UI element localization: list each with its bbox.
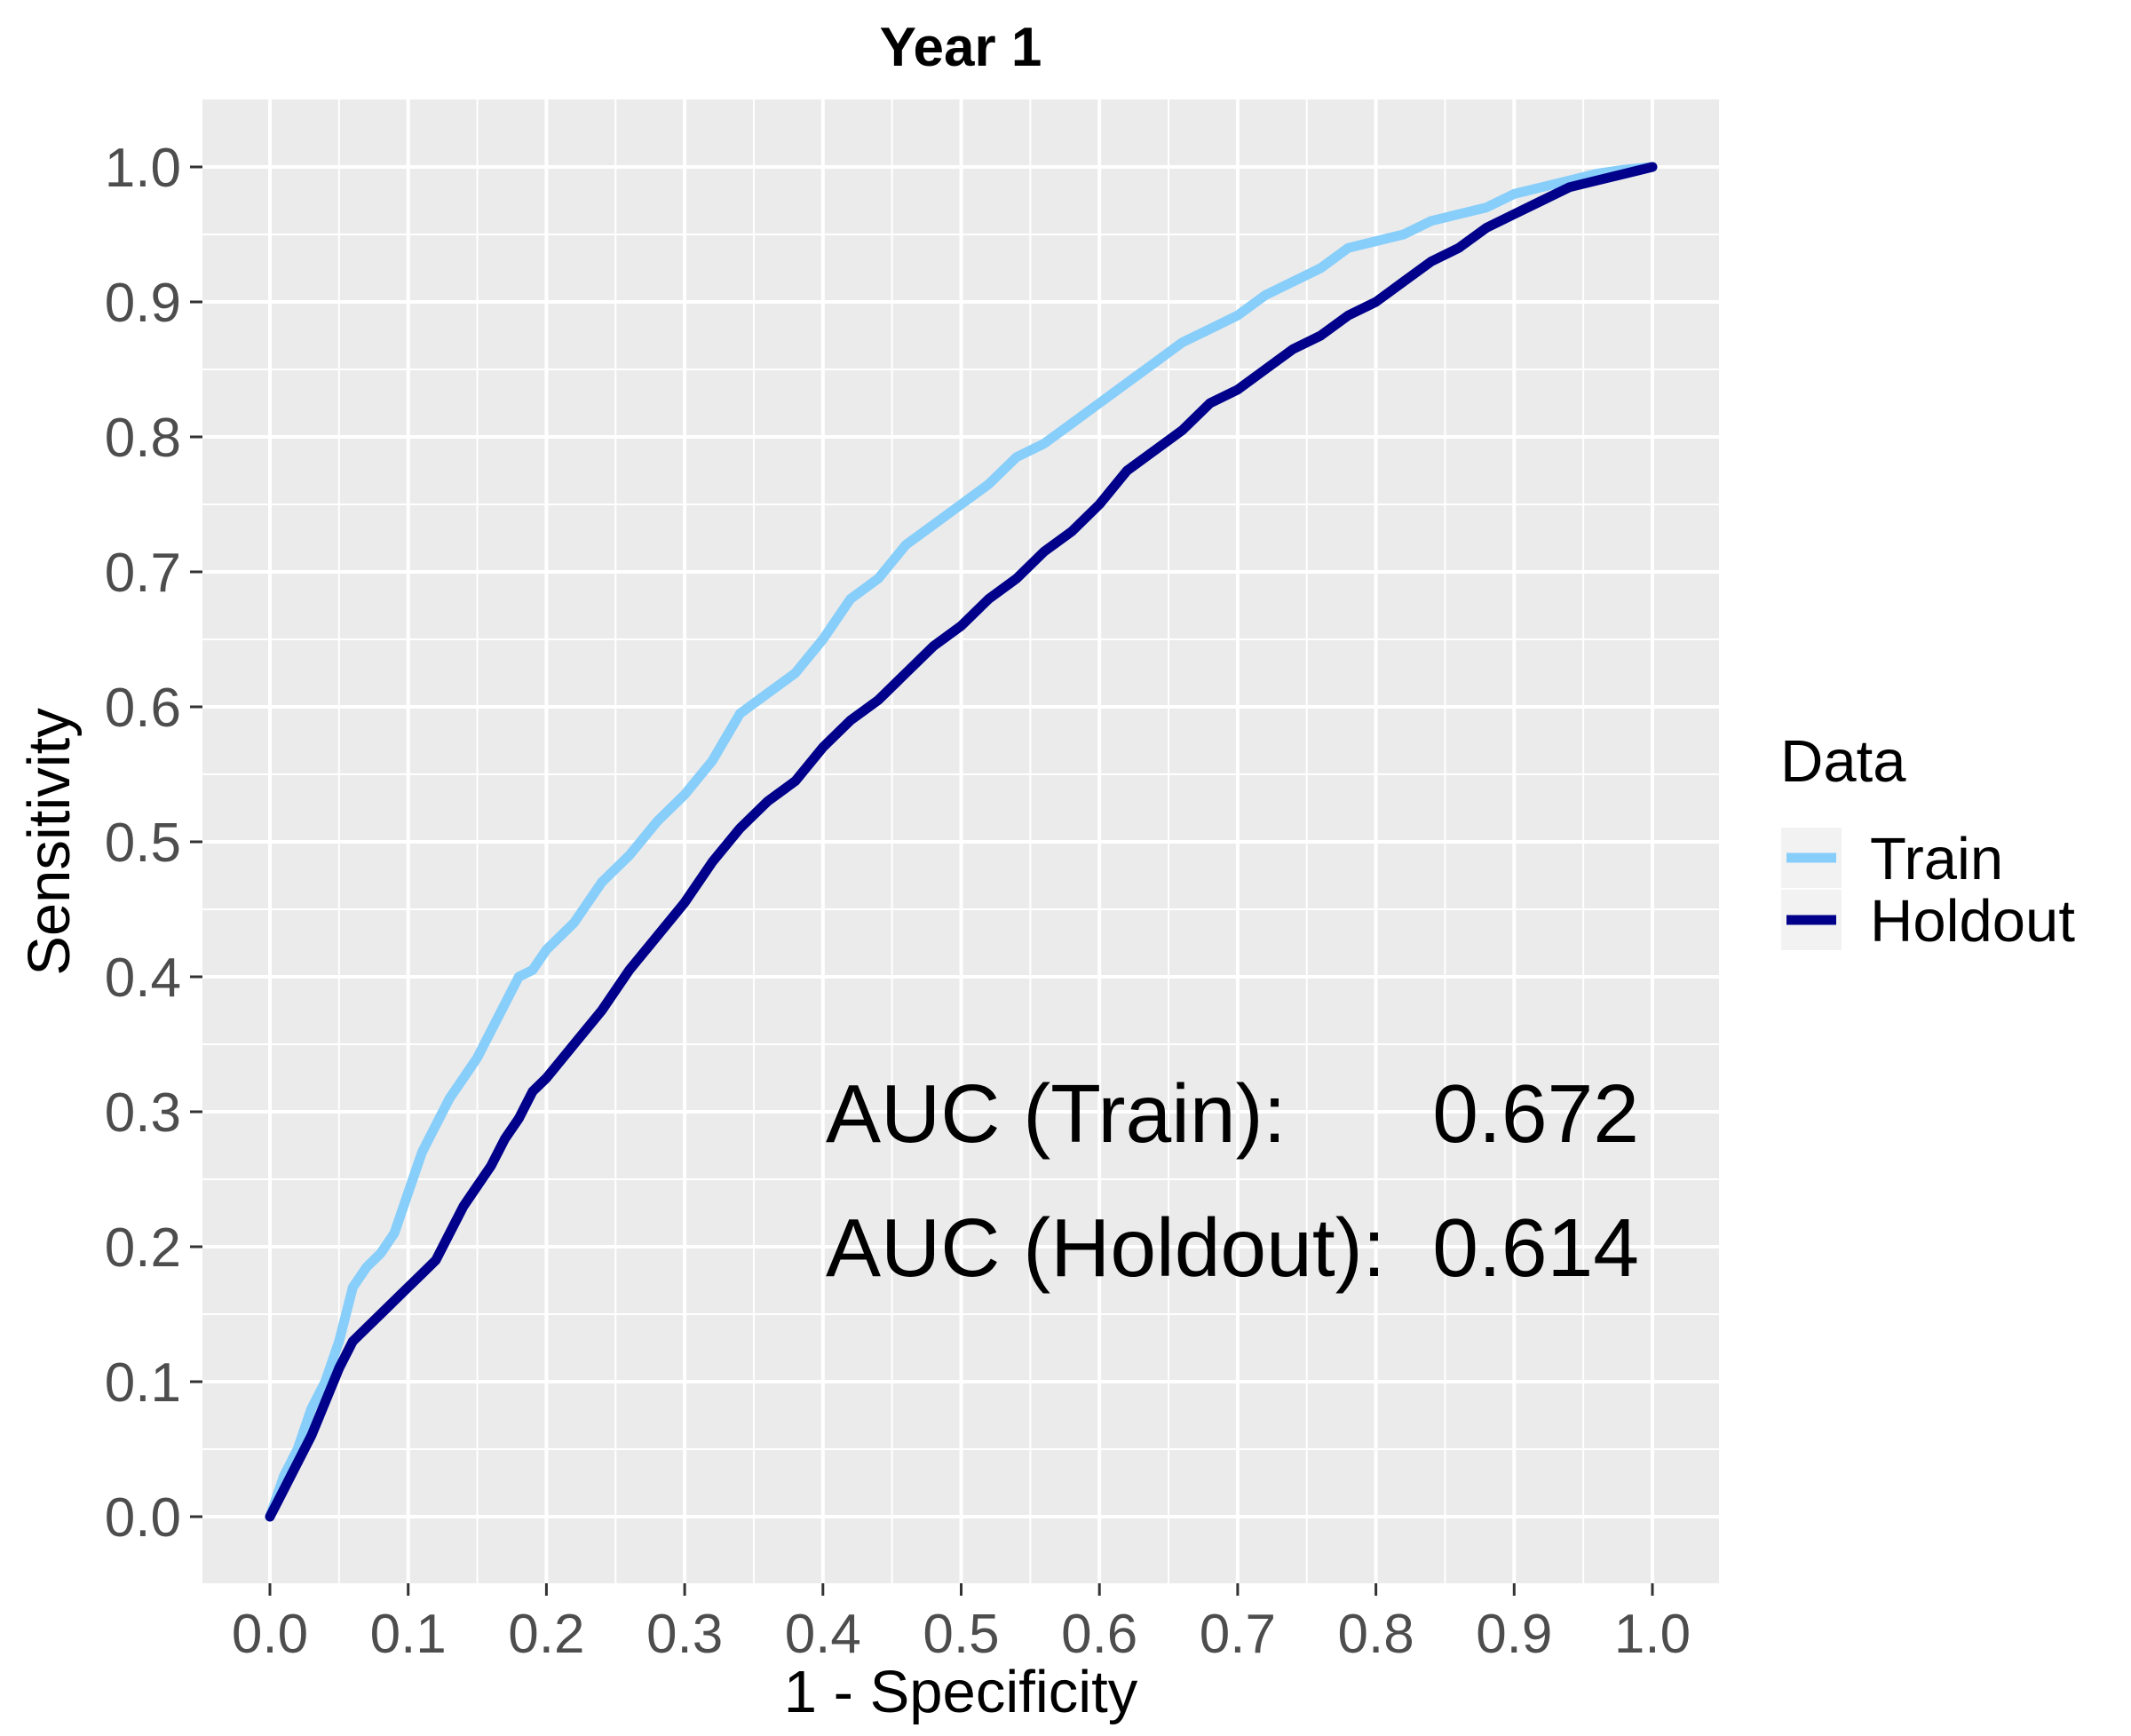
legend-label-holdout: Holdout [1870,888,2075,955]
y-tick-label: 0.5 [105,813,181,874]
x-axis-title: 1 - Specificity [784,1659,1138,1725]
legend-title: Data [1780,728,1906,795]
y-tick-label: 0.8 [105,408,181,469]
y-tick-label: 0.7 [105,543,181,604]
x-axis: 0.0 0.1 0.2 0.3 0.4 0.5 0.6 0.7 0.8 0.9 1.0 [232,1583,1691,1665]
y-tick-label: 0.3 [105,1082,181,1144]
auc-train-label: AUC (Train): [826,1067,1286,1160]
y-axis: 0.0 0.1 0.2 0.3 0.4 0.5 0.6 0.7 0.8 0.9 1.0 [105,138,202,1549]
x-tick-label: 0.0 [232,1604,308,1665]
x-tick-label: 0.7 [1200,1604,1276,1665]
x-tick-label: 0.8 [1337,1604,1414,1665]
y-tick-label: 0.9 [105,273,181,334]
grid-major [202,99,1719,1583]
y-tick-label: 0.0 [105,1487,181,1549]
x-tick-label: 0.1 [370,1604,447,1665]
auc-holdout-value: 0.614 [1432,1201,1639,1294]
auc-annotations: AUC (Train): 0.672 AUC (Holdout): 0.614 [826,1067,1639,1294]
x-tick-label: 0.2 [508,1604,584,1665]
y-tick-label: 0.6 [105,678,181,739]
series-line-train [265,162,1658,1522]
series-line-holdout [265,162,1658,1522]
auc-train-value: 0.672 [1432,1067,1639,1160]
y-axis-title: Sensitivity [16,708,83,976]
x-tick-label: 0.5 [923,1604,999,1665]
x-tick-label: 0.6 [1061,1604,1137,1665]
x-tick-label: 1.0 [1614,1604,1691,1665]
auc-holdout-label: AUC (Holdout): [826,1201,1386,1294]
legend-label-train: Train [1870,826,2003,892]
y-tick-label: 0.1 [105,1352,181,1414]
chart-title: Year 1 [880,17,1042,78]
x-tick-label: 0.9 [1476,1604,1552,1665]
y-tick-label: 1.0 [105,138,181,199]
y-tick-label: 0.2 [105,1217,181,1279]
series-layer [265,162,1658,1522]
x-tick-label: 0.3 [646,1604,723,1665]
x-tick-label: 0.4 [785,1604,861,1665]
y-tick-label: 0.4 [105,947,181,1009]
